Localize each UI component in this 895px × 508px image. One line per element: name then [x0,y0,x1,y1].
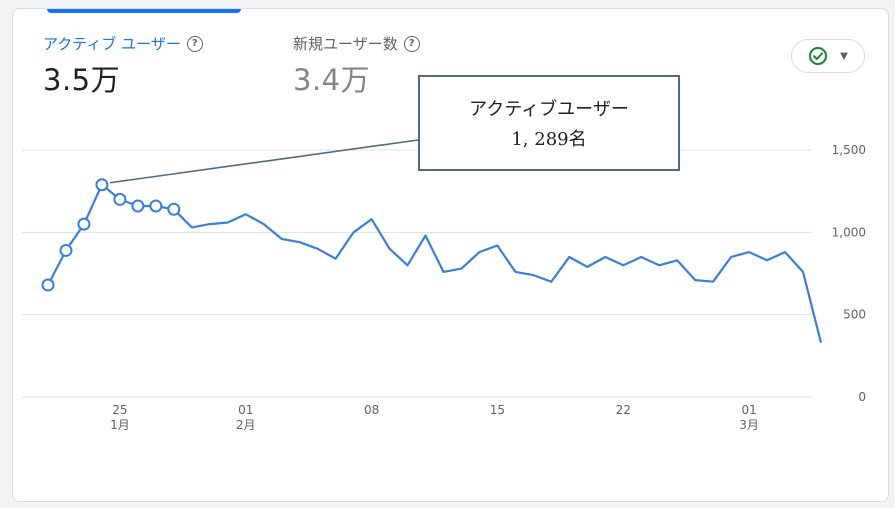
data-point [113,192,127,206]
data-point [59,243,73,257]
tooltip-connector-line [109,139,419,184]
data-point [77,217,91,231]
y-tick-label: 1,500 [832,143,866,157]
y-tick-label: 0 [858,390,866,404]
data-point [131,199,145,213]
metric-new-users-label-row: 新規ユーザー数 ? [293,33,420,54]
help-circle-icon[interactable]: ? [186,35,203,52]
data-point [167,202,181,216]
x-tick-label: 01 [238,403,253,417]
series-line [47,183,823,343]
metric-active-users-label-row: アクティブ ユーザー ? [43,33,203,54]
x-tick-month-label: 3月 [739,418,759,432]
data-point [95,178,109,192]
metric-new-users[interactable]: 新規ユーザー数 ? 3.4万 [293,33,420,99]
data-point [41,278,55,292]
x-tick-month-label: 1月 [110,418,130,432]
check-circle-icon [809,47,828,65]
tooltip-value: 1, 289名 [511,129,587,150]
tooltip-title: アクティブユーザー [469,99,629,120]
metric-active-users-label: アクティブ ユーザー [43,35,181,53]
x-tick-label: 15 [490,403,505,417]
metric-active-users[interactable]: アクティブ ユーザー ? 3.5万 [43,33,203,99]
data-point [149,199,163,213]
y-tick-label: 1,000 [832,225,866,239]
data-tooltip: アクティブユーザー 1, 289名 [418,75,680,171]
metric-new-users-label: 新規ユーザー数 [293,35,398,53]
y-tick-label: 500 [843,308,866,322]
x-tick-label: 01 [741,403,756,417]
help-circle-icon[interactable]: ? [403,35,420,52]
metric-active-users-value: 3.5万 [43,63,121,97]
x-tick-label: 25 [112,403,127,417]
active-tab-indicator [47,9,241,13]
x-tick-label: 22 [616,403,631,417]
compare-dropdown-button[interactable]: ▼ [791,39,865,73]
x-tick-month-label: 2月 [236,418,256,432]
x-tick-label: 08 [364,403,379,417]
dropdown-arrow-icon: ▼ [840,50,848,62]
metric-new-users-value: 3.4万 [293,63,371,97]
